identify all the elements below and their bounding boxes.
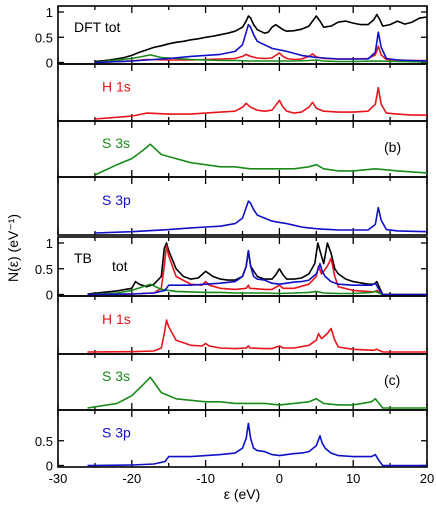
panel-tb-2: S 3s (c)	[57, 353, 428, 411]
x-axis-label: ε (eV)	[224, 486, 261, 502]
y-axis-label: N(ε) (eV⁻¹)	[5, 214, 21, 282]
series-tot	[94, 13, 428, 63]
series-s-3p	[94, 200, 428, 234]
y-tick-label: 1	[46, 236, 53, 251]
panel-letter: (b)	[384, 139, 401, 155]
panel-label: S 3s	[102, 135, 130, 151]
y-tick-label: 0.5	[35, 30, 53, 45]
panel-dft-0: 0 0.5 1 DFT tot	[35, 5, 428, 71]
series-s-3s	[94, 143, 428, 176]
series-s-3p	[87, 249, 427, 296]
y-tick-label: 1	[46, 5, 53, 20]
x-tick-label: -20	[122, 471, 141, 486]
x-tick-label: -10	[196, 471, 215, 486]
panel-label: S 3p	[102, 192, 131, 208]
panel-letter: (c)	[384, 372, 400, 388]
series-s-3s	[87, 283, 427, 296]
panel-tb-3: 0 0.5 S 3p -30 -20 -10 0 10 20	[35, 409, 434, 486]
panel-label: S 3s	[102, 368, 130, 384]
x-tick-label: 0	[276, 471, 283, 486]
y-tick-label: 0	[46, 459, 53, 474]
y-tick-label: 0	[46, 56, 53, 71]
series-s-3s	[87, 376, 427, 409]
panel-dft-3: S 3p	[57, 176, 428, 236]
series-s-3s	[94, 54, 428, 64]
panel-label: S 3p	[102, 424, 131, 440]
panel-label: DFT tot	[74, 19, 121, 35]
panel-label: H 1s	[102, 78, 131, 94]
tot-label: tot	[112, 258, 128, 274]
y-tick-label: 0	[46, 288, 53, 303]
panel-dft-1: H 1s	[57, 63, 428, 122]
panel-tb-0: 0 0.5 1 TB tot	[35, 236, 428, 303]
panel-tb-1: H 1s	[57, 295, 428, 355]
x-tick-label: 20	[420, 471, 434, 486]
x-tick-label: 10	[346, 471, 360, 486]
series-h-1s	[87, 319, 427, 353]
panel-label: H 1s	[102, 311, 131, 327]
panels-layer: 0 0.5 1 DFT tot H 1s S 3s (b) S 3p 0 0.5 1 TB tot H 1…	[35, 5, 434, 486]
series-s-3p	[87, 422, 427, 467]
y-tick-label: 0.5	[35, 262, 53, 277]
x-tick-label: -30	[49, 471, 68, 486]
panel-dft-2: S 3s (b)	[57, 120, 428, 178]
series-h-1s	[87, 244, 427, 296]
series-s-3p	[94, 23, 428, 64]
panel-label: TB	[74, 250, 92, 266]
y-tick-label: 0.5	[35, 434, 53, 449]
series-h-1s	[94, 45, 427, 64]
series-tot	[87, 242, 427, 296]
series-h-1s	[94, 86, 427, 120]
